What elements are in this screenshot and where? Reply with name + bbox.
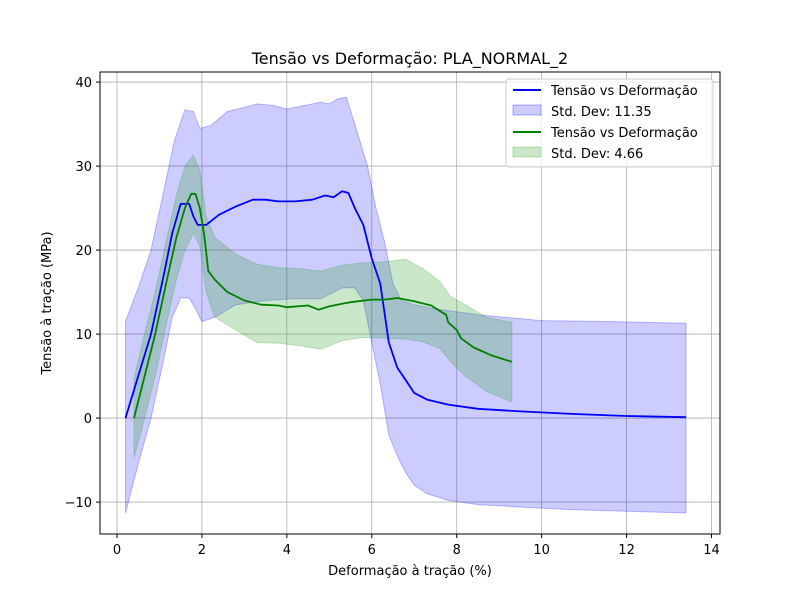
x-tick-label: 10: [533, 543, 550, 558]
legend-label-band-blue: Std. Dev: 11.35: [551, 105, 652, 120]
series-line: [133, 192, 513, 419]
legend-label-line-green: Tensão vs Deformação: [550, 126, 698, 141]
x-tick-label: 2: [198, 543, 206, 558]
plot-frame: [99, 71, 721, 535]
x-tick-label: 4: [283, 543, 291, 558]
legend-label-line-blue: Tensão vs Deformação: [550, 84, 698, 99]
x-tick-label: 12: [618, 543, 635, 558]
x-tick-label: 0: [113, 543, 121, 558]
y-tick-label: 20: [75, 244, 92, 259]
x-axis-label: Deformação à tração (%): [328, 564, 492, 579]
legend-label-band-green: Std. Dev: 4.66: [551, 147, 643, 162]
y-axis-ticks: −10 0 10 20 30 40: [65, 76, 100, 511]
x-tick-label: 14: [703, 543, 720, 558]
std-dev-band: [125, 96, 687, 514]
y-tick-label: 40: [75, 76, 92, 91]
y-axis-label: Tensão à tração (MPa): [40, 231, 55, 375]
x-axis-ticks: 0 2 4 6 8 10 12 14: [113, 534, 720, 558]
x-tick-label: 8: [453, 543, 461, 558]
legend-swatch-band-green: [512, 146, 542, 158]
y-tick-label: 10: [75, 328, 92, 343]
legend-box: [505, 78, 714, 168]
y-tick-label: −10: [65, 496, 92, 511]
chart-title: Tensão vs Deformação: PLA_NORMAL_2: [251, 49, 568, 69]
y-tick-label: 0: [84, 412, 92, 427]
x-tick-label: 6: [368, 543, 376, 558]
y-tick-label: 30: [75, 160, 92, 175]
legend: Tensão vs Deformação Std. Dev: 11.35 Ten…: [505, 78, 714, 168]
series-lines: [124, 190, 687, 419]
series-line: [124, 190, 687, 419]
legend-swatch-band-blue: [512, 104, 542, 116]
